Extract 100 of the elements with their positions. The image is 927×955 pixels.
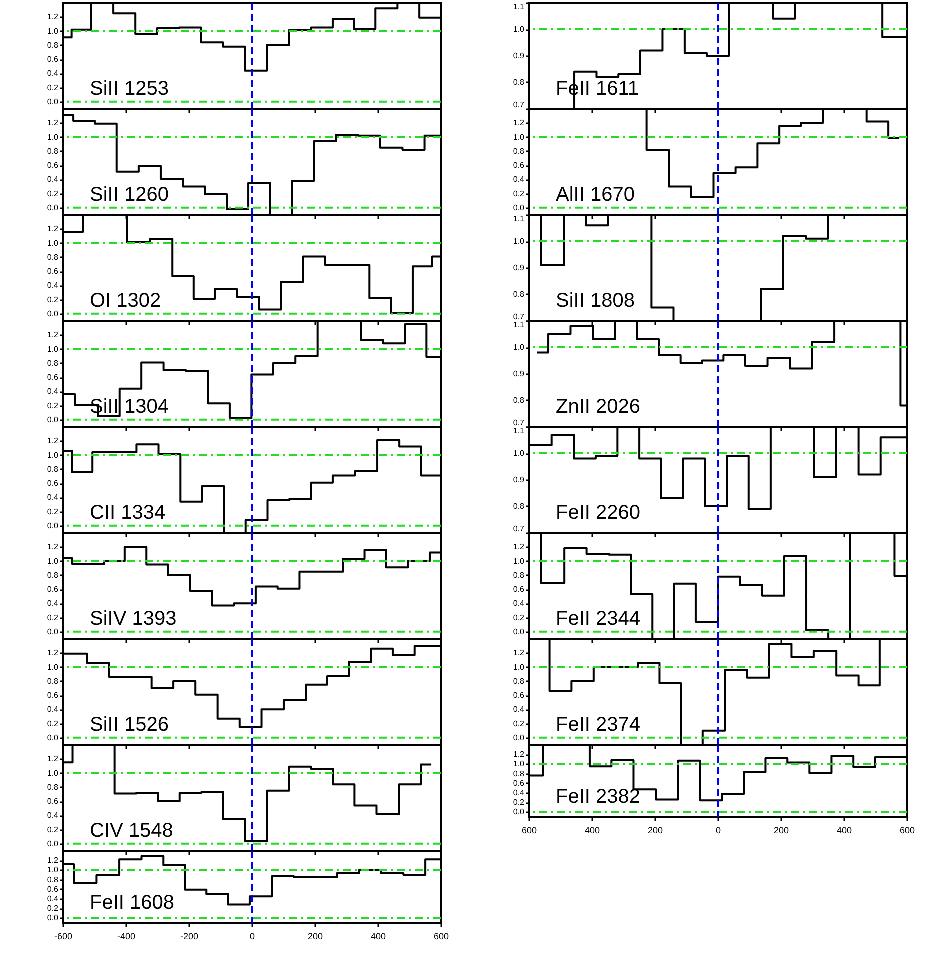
x-tick-label: -600 bbox=[54, 932, 73, 942]
text: FeII 2374 bbox=[556, 714, 641, 736]
text: FeII 2260 bbox=[556, 502, 641, 524]
y-tick-label: 1.0 bbox=[47, 26, 60, 36]
y-tick-label: 0.0 bbox=[47, 839, 60, 848]
y-tick-label: 1.0 bbox=[513, 343, 526, 352]
y-tick-label: 0.8 bbox=[47, 782, 60, 792]
y-tick-label: 0.7 bbox=[513, 524, 526, 534]
y-tick-label: 0.2 bbox=[47, 507, 60, 516]
y-tick-label: 1.2 bbox=[513, 648, 526, 658]
text: FeII 2382 bbox=[556, 786, 641, 808]
y-tick-label: 1.0 bbox=[47, 556, 60, 566]
y-tick-label: 0.6 bbox=[47, 479, 60, 488]
y-tick-label: 0.8 bbox=[47, 252, 60, 262]
y-tick-label: 0.4 bbox=[47, 599, 60, 608]
y-tick-label: 0.0 bbox=[47, 733, 60, 742]
y-tick-label: 1.0 bbox=[513, 556, 526, 566]
y-tick-label: 1.1 bbox=[513, 214, 526, 224]
y-tick-label: 1.2 bbox=[47, 330, 60, 340]
x-tick-label: 0 bbox=[716, 826, 722, 836]
text: AlII 1670 bbox=[556, 184, 635, 206]
text: SiII 1253 bbox=[90, 78, 169, 100]
y-tick-label: 1.2 bbox=[513, 542, 526, 552]
y-tick-label: 0.6 bbox=[47, 797, 60, 806]
y-tick-label: 1.0 bbox=[513, 132, 526, 142]
y-tick-label: 1.1 bbox=[513, 2, 526, 12]
y-tick-label: 1.2 bbox=[513, 118, 526, 128]
x-tick-label: 200 bbox=[648, 826, 664, 836]
y-tick-label: 0.8 bbox=[513, 676, 526, 686]
y-tick-label: 1.2 bbox=[513, 750, 526, 760]
y-tick-label: 0.8 bbox=[47, 875, 60, 884]
y-tick-label: 0.8 bbox=[47, 40, 60, 50]
y-tick-label: 0.2 bbox=[47, 719, 60, 728]
y-tick-label: 0.0 bbox=[513, 627, 526, 636]
y-tick-label: 1.2 bbox=[47, 118, 60, 128]
y-tick-label: 0.2 bbox=[47, 295, 60, 304]
y-tick-label: 0.0 bbox=[513, 808, 526, 817]
y-tick-label: 0.2 bbox=[513, 189, 526, 198]
y-tick-label: 0.0 bbox=[47, 309, 60, 318]
y-tick-label: 1.0 bbox=[47, 344, 60, 354]
x-tick-label: 400 bbox=[584, 826, 600, 836]
y-tick-label: 1.2 bbox=[47, 224, 60, 234]
y-tick-label: 1.2 bbox=[47, 542, 60, 552]
y-tick-label: 0.6 bbox=[47, 267, 60, 276]
y-tick-label: 0.8 bbox=[513, 570, 526, 580]
y-tick-label: 0.4 bbox=[513, 599, 526, 608]
text: FeII 2344 bbox=[556, 608, 641, 630]
y-tick-label: 0.6 bbox=[513, 691, 526, 700]
y-tick-label: 0.4 bbox=[47, 811, 60, 820]
y-tick-label: 0.0 bbox=[47, 415, 60, 424]
y-tick-label: 1.2 bbox=[47, 648, 60, 658]
y-tick-label: 0.4 bbox=[513, 175, 526, 184]
x-tick-label: 200 bbox=[774, 826, 790, 836]
y-tick-label: 1.1 bbox=[513, 426, 526, 436]
y-tick-label: 0.2 bbox=[47, 904, 60, 914]
y-tick-label: 0.9 bbox=[513, 264, 526, 272]
y-tick-label: 0.7 bbox=[513, 100, 526, 110]
y-tick-label: 0.4 bbox=[47, 281, 60, 290]
y-tick-label: 0.6 bbox=[47, 691, 60, 700]
y-tick-label: 0.4 bbox=[513, 705, 526, 714]
text: OI 1302 bbox=[90, 290, 162, 312]
y-tick-label: 0.4 bbox=[47, 387, 60, 396]
y-tick-label: 0.4 bbox=[47, 493, 60, 502]
y-tick-label: 1.0 bbox=[47, 662, 60, 672]
y-tick-label: 0.6 bbox=[47, 585, 60, 594]
y-tick-label: 0.7 bbox=[513, 312, 526, 322]
y-tick-label: 1.0 bbox=[47, 768, 60, 778]
y-tick-label: 1.0 bbox=[513, 237, 526, 246]
y-tick-label: 0.0 bbox=[47, 627, 60, 636]
x-tick-label: 400 bbox=[370, 932, 386, 942]
y-tick-label: 1.1 bbox=[513, 320, 526, 330]
y-tick-label: 0.8 bbox=[513, 502, 526, 511]
text: CIV 1548 bbox=[90, 820, 174, 842]
x-tick-label: 400 bbox=[836, 826, 852, 836]
y-tick-label: 0.0 bbox=[513, 203, 526, 212]
y-tick-label: 1.0 bbox=[513, 760, 526, 769]
y-tick-label: 0.9 bbox=[513, 476, 526, 484]
y-tick-label: 0.2 bbox=[47, 613, 60, 622]
y-tick-label: 0.7 bbox=[513, 418, 526, 428]
y-tick-label: 0.2 bbox=[47, 825, 60, 834]
y-tick-label: 0.9 bbox=[513, 52, 526, 60]
y-tick-label: 1.2 bbox=[47, 436, 60, 446]
y-tick-label: 0.2 bbox=[47, 189, 60, 198]
y-tick-label: 0.2 bbox=[513, 613, 526, 622]
y-tick-label: 0.8 bbox=[47, 676, 60, 686]
y-tick-label: 0.4 bbox=[47, 69, 60, 78]
y-tick-label: 0.8 bbox=[47, 570, 60, 580]
text: FeII 1608 bbox=[90, 892, 175, 914]
text: SiII 1808 bbox=[556, 290, 635, 312]
y-tick-label: 0.6 bbox=[513, 161, 526, 170]
y-tick-label: 0.9 bbox=[513, 370, 526, 378]
y-tick-label: 1.0 bbox=[47, 132, 60, 142]
y-tick-label: 0.8 bbox=[513, 290, 526, 299]
y-tick-label: 0.6 bbox=[47, 161, 60, 170]
y-tick-label: 0.0 bbox=[47, 521, 60, 530]
y-tick-label: 0.8 bbox=[47, 464, 60, 474]
y-tick-label: 1.0 bbox=[513, 25, 526, 34]
x-tick-label: 600 bbox=[522, 826, 538, 836]
y-tick-label: 0.6 bbox=[513, 778, 526, 788]
y-tick-label: 0.6 bbox=[47, 884, 60, 894]
